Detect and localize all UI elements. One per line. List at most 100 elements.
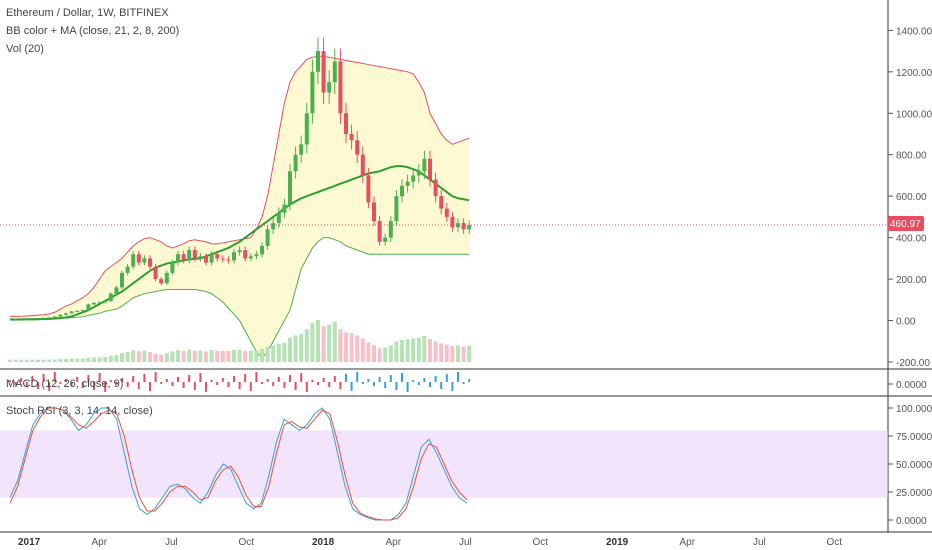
candle-body[interactable] <box>24 318 29 320</box>
candle-body[interactable] <box>388 221 393 238</box>
candle-body[interactable] <box>220 258 225 260</box>
candle-body[interactable] <box>148 258 152 267</box>
time-axis[interactable]: 2017 Apr Jul Oct 2018 Apr Jul Oct 2019 Apr Jul Oct <box>18 537 842 548</box>
candle-body[interactable] <box>47 317 52 319</box>
candle-body[interactable] <box>360 154 365 176</box>
candle-body[interactable] <box>299 144 304 155</box>
volume-bar <box>355 335 360 362</box>
candle-body[interactable] <box>422 158 427 172</box>
candle-body[interactable] <box>120 272 124 288</box>
volume-bar <box>120 352 124 362</box>
candle-body[interactable] <box>58 314 63 317</box>
candle-body[interactable] <box>310 71 315 114</box>
candle-body[interactable] <box>226 259 231 261</box>
candle-body[interactable] <box>187 250 192 261</box>
candle-body[interactable] <box>97 302 102 304</box>
candle-body[interactable] <box>321 51 326 93</box>
candle-body[interactable] <box>444 208 449 217</box>
candle-body[interactable] <box>433 179 438 197</box>
candle-body[interactable] <box>164 272 169 284</box>
bb-indicator-legend[interactable]: BB color + MA (close, 21, 2, 8, 200) <box>6 25 179 37</box>
candle-body[interactable] <box>19 318 24 320</box>
candle-body[interactable] <box>355 140 360 155</box>
candle-body[interactable] <box>372 202 376 222</box>
candle-body[interactable] <box>103 300 108 303</box>
candle-body[interactable] <box>69 311 74 314</box>
candle-body[interactable] <box>209 254 214 263</box>
candle-body[interactable] <box>400 185 404 197</box>
candle-body[interactable] <box>153 266 158 280</box>
candle-body[interactable] <box>136 254 141 263</box>
candle-body[interactable] <box>383 237 388 242</box>
candle-body[interactable] <box>332 61 337 83</box>
volume-bar <box>282 342 287 362</box>
candle-body[interactable] <box>30 318 35 320</box>
main-price-panel[interactable] <box>0 37 888 359</box>
candle-body[interactable] <box>170 262 175 273</box>
candle-body[interactable] <box>86 304 91 311</box>
candle-body[interactable] <box>428 158 432 180</box>
macd-histogram-bar <box>373 382 375 386</box>
candle-body[interactable] <box>198 256 203 259</box>
candle-body[interactable] <box>282 204 287 213</box>
candle-body[interactable] <box>276 212 281 224</box>
candle-body[interactable] <box>237 250 242 253</box>
candle-body[interactable] <box>13 318 18 320</box>
candle-body[interactable] <box>80 310 85 312</box>
candle-body[interactable] <box>377 221 382 242</box>
candle-body[interactable] <box>411 175 416 182</box>
candle-body[interactable] <box>304 113 309 145</box>
macd-legend[interactable]: MACD (12, 26, close, 9) <box>6 378 123 390</box>
candle-body[interactable] <box>394 196 399 222</box>
stoch-rsi-panel[interactable] <box>0 407 888 521</box>
candle-body[interactable] <box>41 317 46 319</box>
candle-body[interactable] <box>405 181 410 186</box>
candle-body[interactable] <box>159 279 164 284</box>
candle-body[interactable] <box>114 287 119 294</box>
candle-body[interactable] <box>366 175 371 203</box>
candle-body[interactable] <box>64 313 68 315</box>
candle-body[interactable] <box>271 223 276 230</box>
candle-body[interactable] <box>461 223 466 230</box>
candle-body[interactable] <box>176 254 180 263</box>
candle-body[interactable] <box>439 196 444 209</box>
macd-histogram-bar <box>70 382 73 386</box>
price-axis-label: 1400.00 <box>896 26 932 37</box>
candle-body[interactable] <box>243 250 248 259</box>
candle-body[interactable] <box>338 61 343 114</box>
volume-indicator-legend[interactable]: Vol (20) <box>6 43 44 55</box>
candle-body[interactable] <box>349 134 354 141</box>
candle-body[interactable] <box>288 171 292 205</box>
candle-body[interactable] <box>192 250 197 259</box>
candle-body[interactable] <box>36 318 40 320</box>
price-axis[interactable]: 1400.00 1200.00 1000.00 800.00 600.00 400.00 2… <box>888 26 932 369</box>
candle-body[interactable] <box>260 245 264 255</box>
candle-body[interactable] <box>467 225 472 230</box>
candle-body[interactable] <box>75 310 80 312</box>
candle-body[interactable] <box>125 266 130 273</box>
candle-body[interactable] <box>142 258 147 263</box>
candle-body[interactable] <box>248 256 253 259</box>
candle-body[interactable] <box>52 316 57 318</box>
candle-body[interactable] <box>344 113 348 134</box>
stoch-rsi-legend[interactable]: Stoch RSI (3, 3, 14, 14, close) <box>6 405 153 417</box>
macd-panel[interactable] <box>9 372 471 392</box>
candle-body[interactable] <box>293 154 298 172</box>
candle-body[interactable] <box>416 171 421 176</box>
candle-body[interactable] <box>181 254 186 261</box>
candle-body[interactable] <box>131 254 136 267</box>
candle-body[interactable] <box>204 256 208 263</box>
candle-body[interactable] <box>92 302 96 305</box>
rsi-axis[interactable]: 100.0000 75.0000 50.0000 25.0000 0.0000 <box>888 404 932 527</box>
candle-body[interactable] <box>232 252 236 261</box>
candle-body[interactable] <box>450 216 455 228</box>
candle-body[interactable] <box>316 51 320 72</box>
candle-body[interactable] <box>215 254 220 259</box>
candle-body[interactable] <box>254 254 259 257</box>
time-axis-label: Jul <box>165 537 178 548</box>
candle-body[interactable] <box>265 229 270 246</box>
candle-body[interactable] <box>456 223 460 228</box>
candle-body[interactable] <box>327 82 332 93</box>
candle-body[interactable] <box>108 293 113 301</box>
